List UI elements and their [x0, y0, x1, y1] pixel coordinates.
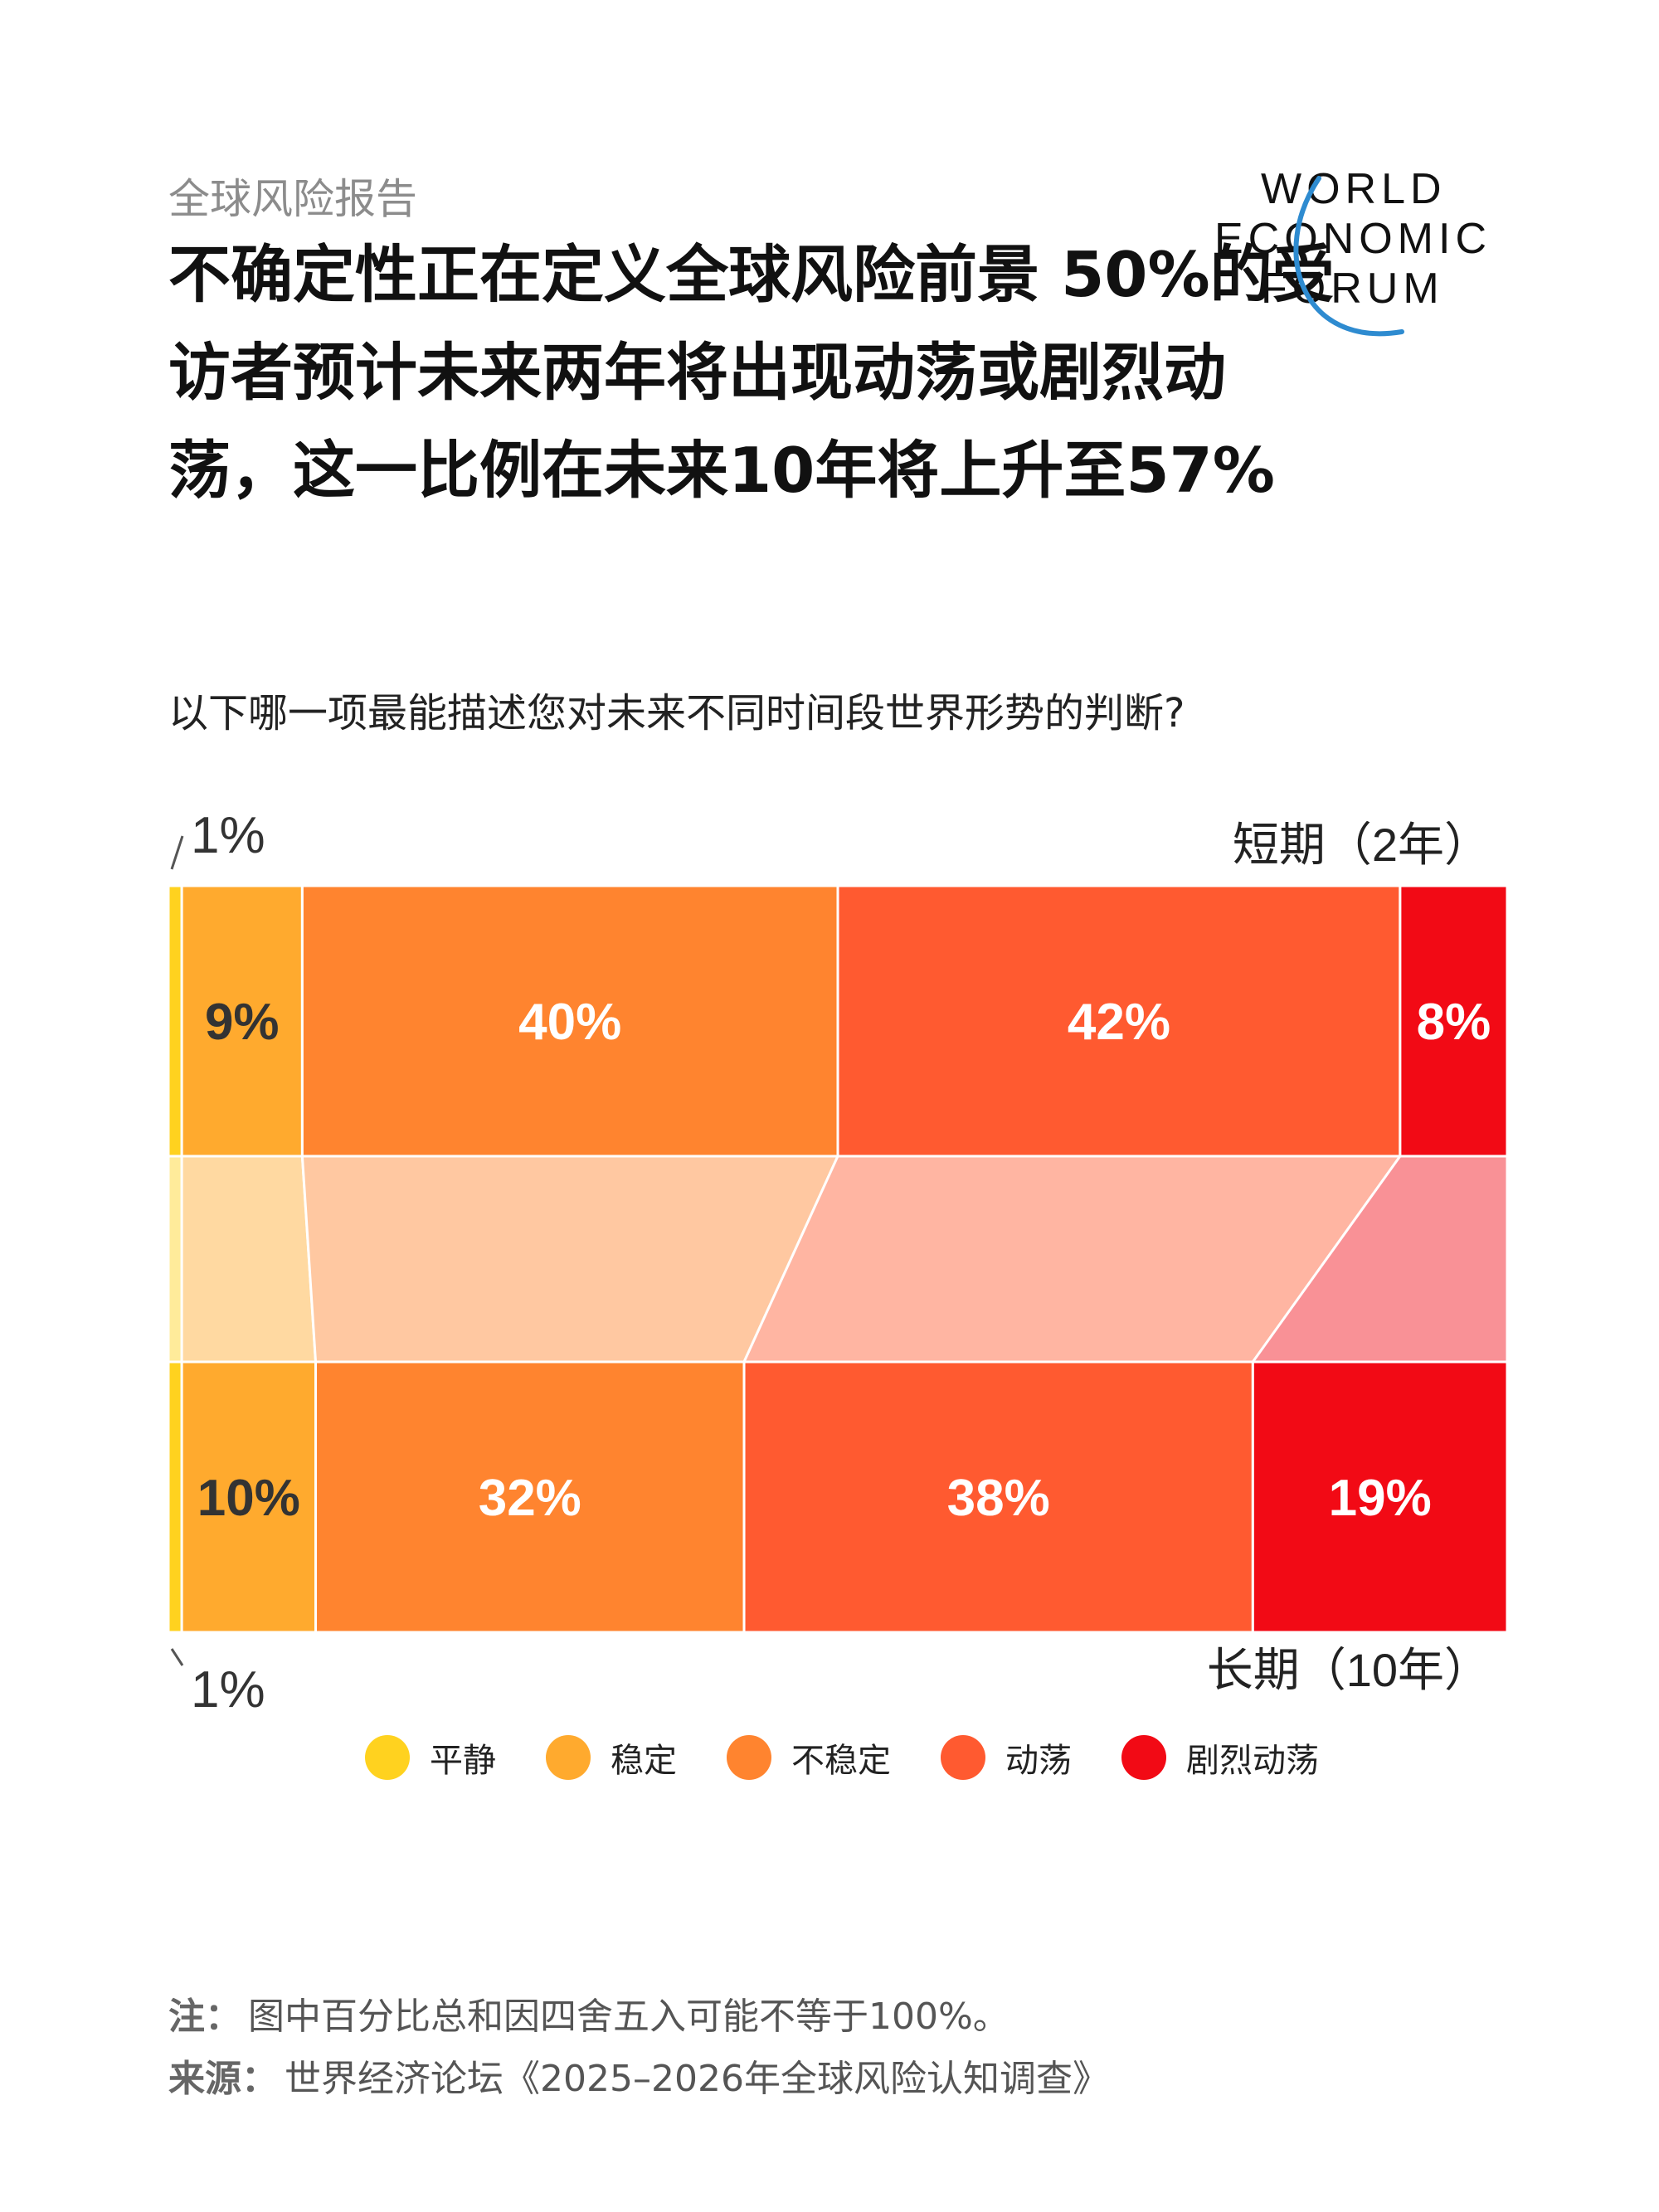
- note-text: 图中百分比总和因四舍五入可能不等于100%。: [248, 1996, 1010, 2038]
- legend-label: 剧烈动荡: [1186, 1742, 1319, 1780]
- bar-segment-0-0: [167, 884, 183, 1158]
- logo-line-2: ECONOMIC: [1214, 215, 1491, 263]
- legend-item-1: 稳定: [546, 1733, 677, 1782]
- data-label-1-2: 32%: [479, 1470, 581, 1527]
- legend-label: 稳定: [611, 1742, 677, 1780]
- data-label-1-1: 10%: [197, 1470, 300, 1527]
- note-label: 注：: [168, 1996, 241, 2038]
- headline: 不确定性正在定义全球风险前景 50%的受访者预计未来两年将出现动荡或剧烈动荡，这…: [168, 238, 1335, 507]
- data-label-0-3: 42%: [1068, 994, 1170, 1051]
- legend-swatch: [1121, 1735, 1166, 1780]
- legend-label: 不稳定: [791, 1742, 891, 1780]
- bar-segment-0-4: [1399, 884, 1509, 1158]
- legend-swatch: [546, 1735, 591, 1780]
- category-label-1: 长期（10年）: [1207, 1644, 1491, 1696]
- category-label-0: 短期（2年）: [1233, 819, 1491, 871]
- source-line: 来源： 世界经济论坛《2025–2026年全球风险认知调查》: [168, 2049, 1109, 2102]
- data-label-1-0: 1%: [191, 1661, 265, 1719]
- leader-line-0: [170, 835, 184, 870]
- data-label-0-4: 8%: [1417, 994, 1491, 1051]
- legend-item-4: 剧烈动荡: [1121, 1733, 1319, 1782]
- eyebrow-title: 全球风险报告: [168, 175, 417, 223]
- source-label: 来源：: [168, 2058, 278, 2100]
- bar-segment-1-4: [1251, 1360, 1509, 1634]
- data-label-1-4: 19%: [1329, 1470, 1432, 1527]
- source-text: 世界经济论坛《2025–2026年全球风险认知调查》: [285, 2058, 1109, 2100]
- note-line: 注： 图中百分比总和因四舍五入可能不等于100%。: [168, 1986, 1010, 2039]
- bar-segment-0-2: [300, 884, 839, 1158]
- bar-segment-0-1: [180, 884, 304, 1158]
- data-label-0-1: 9%: [205, 994, 280, 1051]
- legend-label: 动荡: [1005, 1742, 1072, 1780]
- logo-arc: [1293, 176, 1404, 337]
- data-label-1-3: 38%: [947, 1470, 1050, 1527]
- legend-swatch: [941, 1735, 985, 1780]
- legend-swatch: [365, 1735, 410, 1780]
- logo-line-3: FORUM: [1261, 265, 1444, 313]
- logo-line-1: WORLD: [1261, 165, 1447, 213]
- connector-band-1: [180, 1155, 318, 1364]
- bar-segment-1-1: [180, 1360, 318, 1634]
- bar-segment-1-2: [314, 1360, 746, 1634]
- legend-item-0: 平静: [365, 1733, 496, 1782]
- survey-question: 以下哪一项最能描述您对未来不同时间段世界形势的判断?: [168, 690, 1185, 737]
- legend-label: 平静: [430, 1742, 496, 1780]
- leader-line-1: [170, 1648, 184, 1666]
- legend-swatch: [727, 1735, 771, 1780]
- connector-band-0: [167, 1155, 183, 1364]
- legend: 平静 稳定 不稳定 动荡 剧烈动荡: [365, 1733, 1369, 1782]
- legend-item-2: 不稳定: [727, 1733, 891, 1782]
- data-label-0-0: 1%: [191, 807, 265, 864]
- data-label-0-2: 40%: [518, 994, 621, 1051]
- bar-segment-1-0: [167, 1360, 183, 1634]
- legend-item-3: 动荡: [941, 1733, 1072, 1782]
- bar-segment-1-3: [742, 1360, 1254, 1634]
- wef-logo: WORLD ECONOMIC FORUM: [1214, 165, 1491, 337]
